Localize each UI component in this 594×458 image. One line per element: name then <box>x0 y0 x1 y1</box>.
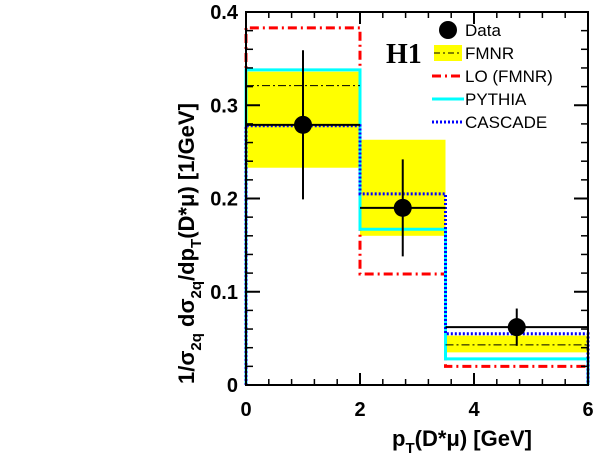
y-tick-label: 0.4 <box>210 2 239 24</box>
data-point <box>294 115 312 134</box>
lo-fmnr-line <box>244 26 590 385</box>
x-axis-title: pT(D*μ) [GeV] <box>392 426 532 457</box>
legend-label: LO (FMNR) <box>465 67 553 86</box>
x-tick-label: 6 <box>582 399 593 421</box>
data-point <box>507 318 526 337</box>
experiment-label: H1 <box>386 39 422 70</box>
y-axis-title: 1/σ2q dσ2q/dpT(D*μ) [1/GeV] <box>174 103 205 384</box>
x-tick-label: 0 <box>240 399 251 421</box>
x-tick-label: 2 <box>354 399 365 421</box>
data-point <box>393 198 412 217</box>
legend-label: FMNR <box>465 44 514 63</box>
x-tick-label: 4 <box>468 399 480 421</box>
y-tick-label: 0.1 <box>210 282 238 304</box>
legend: Data FMNR LO (FMNR) PYTHIA CASCADE <box>432 21 553 132</box>
legend-data-marker <box>439 21 457 39</box>
legend-label: PYTHIA <box>465 90 527 109</box>
data-points-group <box>246 50 588 346</box>
y-tick-label: 0.3 <box>210 95 238 117</box>
legend-label: CASCADE <box>465 113 547 132</box>
y-tick-label: 0 <box>227 375 238 397</box>
y-tick-label: 0.2 <box>210 189 238 211</box>
axes-group: 0 2 4 6 0 0.1 0.2 0.3 0.4 <box>210 2 593 421</box>
legend-label: Data <box>465 21 501 40</box>
